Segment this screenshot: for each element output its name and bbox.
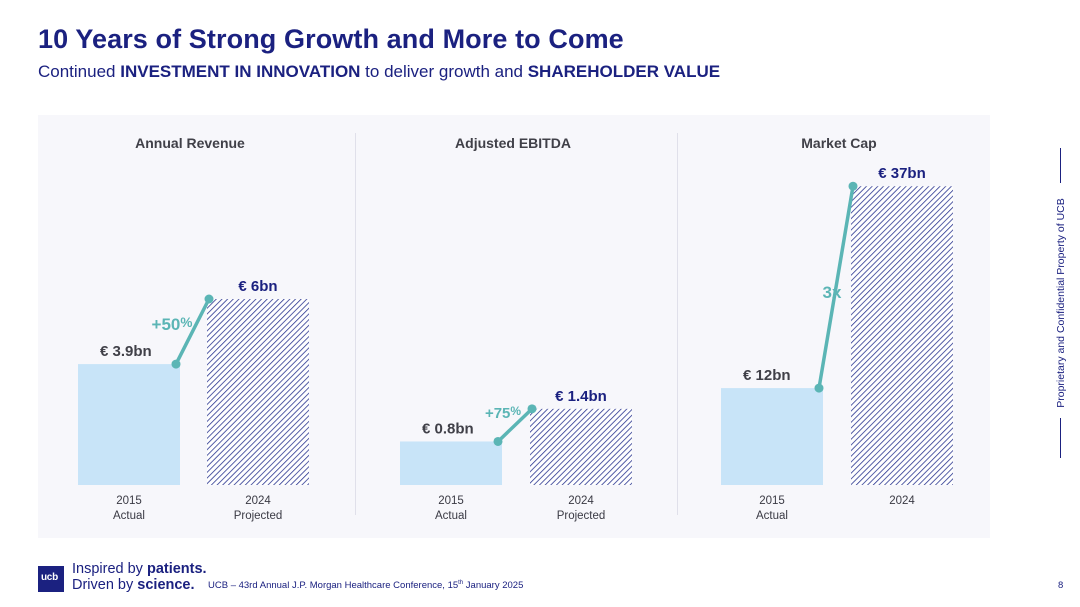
chart2-value-label-2: € 1.4bn (555, 388, 607, 405)
conference-text-b: January 2025 (463, 580, 524, 592)
side-line-bottom (1060, 418, 1061, 458)
chart2-title: Adjusted EBITDA (455, 135, 571, 151)
chart1-growth-dot-end (204, 294, 214, 304)
subtitle-part-3: to deliver growth and (360, 62, 528, 81)
panel-divider-1 (355, 133, 356, 515)
chart2-growth-dot-end (527, 404, 537, 414)
chart1-tick-label-2-1: 2024 (245, 495, 271, 507)
subtitle-part-2: INVESTMENT IN INNOVATION (120, 62, 361, 81)
chart1-growth-suffix: % (180, 315, 192, 330)
side-line-top (1060, 148, 1061, 183)
chart2-bar-1 (400, 441, 502, 485)
chart1-tick-label-2-2: Projected (234, 510, 283, 522)
chart2-bar-2 (530, 408, 632, 485)
chart3-value-label-1: € 12bn (743, 367, 791, 384)
conference-sup: th (458, 580, 464, 586)
panel-divider-2 (677, 133, 678, 515)
tagline-1b: patients. (146, 561, 207, 577)
chart2-tick-label-1-1: 2015 (438, 495, 464, 507)
chart3-growth-label: 3x (823, 283, 842, 302)
chart1-bar-1 (78, 364, 180, 485)
chart2-growth-line (496, 407, 534, 444)
ucb-logo: ucb (38, 566, 64, 592)
confidential-note: Proprietary and Confidential Property of… (1055, 198, 1067, 408)
chart1-growth-dot-start (171, 359, 181, 369)
chart2-tick-label-2-2: Projected (557, 510, 606, 522)
chart3-tick-label-2-1: 2024 (889, 495, 915, 507)
subtitle-part-4: SHAREHOLDER VALUE (527, 62, 721, 81)
conference-text-a: UCB – 43rd Annual J.P. Morgan Healthcare… (208, 580, 459, 592)
chart3-growth-line (817, 184, 855, 390)
slide-title: 10 Years of Strong Growth and More to Co… (38, 24, 624, 54)
chart2-growth-label: +75% (485, 404, 521, 422)
chart1-growth-line (174, 297, 211, 366)
tagline-2b: science. (137, 577, 195, 593)
chart3-value-label-2: € 37bn (878, 165, 926, 182)
conference-footer: UCB – 43rd Annual J.P. Morgan Healthcare… (208, 580, 523, 591)
chart1-growth-label: +50% (152, 315, 193, 334)
chart1-value-label-1: € 3.9bn (100, 343, 152, 360)
chart2-value-label-1: € 0.8bn (422, 420, 474, 437)
chart3-bar-2 (851, 186, 953, 485)
page-number: 8 (1058, 580, 1064, 591)
chart1-bar-2 (207, 299, 309, 485)
ucb-logo-text: ucb (41, 572, 58, 583)
chart3-title: Market Cap (801, 135, 876, 151)
tagline-1a: Inspired by (72, 561, 147, 577)
chart3-bar-1 (721, 388, 823, 485)
chart2-growth-suffix: % (510, 404, 521, 418)
chart3-growth-dot-start (814, 383, 824, 393)
chart2-growth-dot-start (493, 436, 503, 446)
chart2-tick-label-1-2: Actual (435, 510, 467, 522)
chart1-title: Annual Revenue (135, 135, 245, 151)
chart1-tick-label-1-1: 2015 (116, 495, 142, 507)
chart3-growth-dot-end (848, 181, 858, 191)
tagline: Inspired by patients. Driven by science. (72, 561, 207, 593)
chart1-tick-label-1-2: Actual (113, 510, 145, 522)
chart2-tick-label-2-1: 2024 (568, 495, 594, 507)
chart3-tick-label-1-1: 2015 (759, 495, 785, 507)
tagline-2a: Driven by (72, 577, 138, 593)
subtitle-part-1: Continued (38, 62, 121, 81)
chart1-value-label-2: € 6bn (238, 278, 277, 295)
slide-subtitle: Continued INVESTMENT IN INNOVATION to de… (38, 62, 720, 82)
chart3-tick-label-1-2: Actual (756, 510, 788, 522)
